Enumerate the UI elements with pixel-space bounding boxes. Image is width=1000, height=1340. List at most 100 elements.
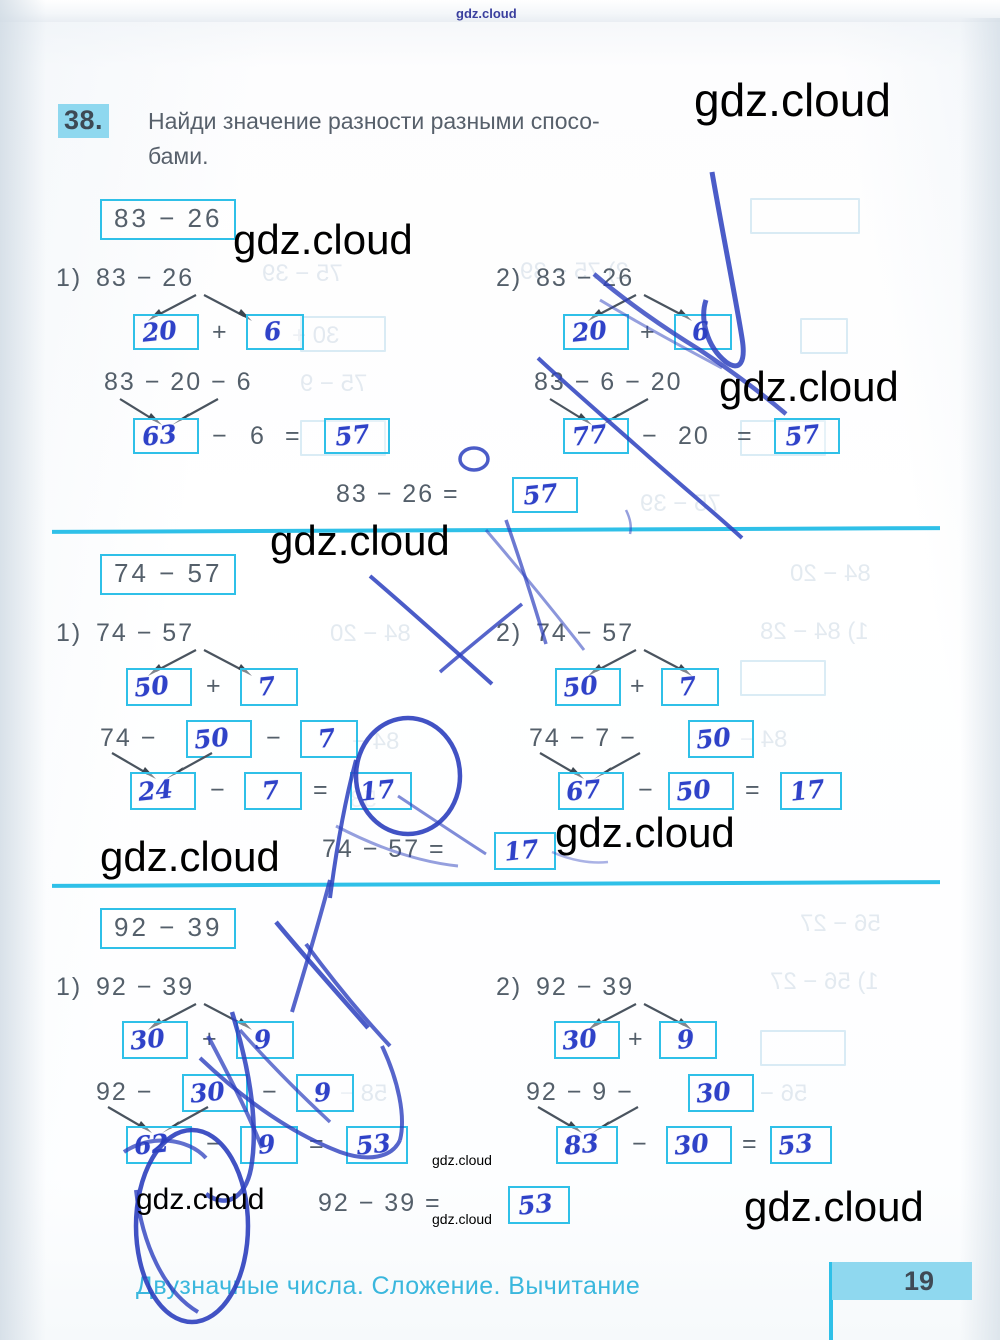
block2-col1-split-left-box[interactable] <box>126 668 192 706</box>
block1-col1-result-final: 57 <box>333 419 372 452</box>
block1-col2-plus: + <box>640 318 657 346</box>
block3-col1-index: 1) <box>56 973 83 1001</box>
block3-col1-split-left-answer: 30 <box>128 1023 167 1056</box>
block3-col1-minus: − <box>206 1130 223 1158</box>
block1-col1-split-left-answer: 20 <box>140 315 179 348</box>
block3-col2-operand-box[interactable] <box>666 1126 732 1164</box>
block3-col1-result-final: 53 <box>354 1128 393 1161</box>
block3-col2-split-right-box[interactable] <box>659 1021 717 1059</box>
block2-col2-chain-box1[interactable] <box>688 720 754 758</box>
block2-col1-operand-answer: 7 <box>260 775 281 806</box>
block2-col1-equals: = <box>313 776 330 804</box>
block2-col1-chain-box1[interactable] <box>186 720 252 758</box>
block2-col2-split-left-answer: 50 <box>561 670 600 703</box>
block3-col1-chain-box2-answer: 9 <box>312 1077 333 1108</box>
watermark-top: gdz.cloud <box>456 6 517 21</box>
block1-col1-minus: − <box>212 422 229 450</box>
block1-col2-result-final-box[interactable] <box>774 418 840 454</box>
block3-summary-answer-box[interactable] <box>508 1186 570 1224</box>
page-left-shadow <box>0 0 46 1340</box>
block-headline-3: 92 − 39 <box>100 908 237 949</box>
block1-col1-expression: 83 − 26 <box>96 264 195 292</box>
task-statement-line1: Найди значение разности разными спосо- <box>148 108 600 134</box>
block2-col2-operand-box[interactable] <box>668 772 734 810</box>
branch-arrows <box>148 294 252 321</box>
block2-col2-split-left-box[interactable] <box>555 668 621 706</box>
block3-col1-equals: = <box>309 1130 326 1158</box>
block2-col1-minus: − <box>210 776 227 804</box>
block3-col2-expression: 92 − 39 <box>536 973 635 1001</box>
block1-col2-result-first: 77 <box>570 419 609 452</box>
block2-col1-chain-box2-answer: 7 <box>316 723 337 754</box>
block2-col2-operand-answer: 50 <box>674 774 713 807</box>
block1-col1-chain: 83 − 20 − 6 <box>104 368 253 396</box>
block2-col1-index: 1) <box>56 619 83 647</box>
block1-col2-expression: 83 − 26 <box>536 264 635 292</box>
block1-col2-operand: 20 <box>678 422 710 450</box>
block1-col2-minus: − <box>642 422 659 450</box>
block1-col2-index: 2) <box>496 264 523 292</box>
block2-col1-chain-minus: − <box>266 724 283 752</box>
block2-col1-split-left-answer: 50 <box>132 670 171 703</box>
block3-summary-expression: 92 − 39 = <box>318 1189 442 1217</box>
block2-col2-index: 2) <box>496 619 523 647</box>
block2-col1-result-first: 24 <box>136 774 175 807</box>
branch-arrows <box>148 649 252 676</box>
page-right-shadow <box>960 18 1000 1340</box>
block1-col2-chain: 83 − 6 − 20 <box>534 368 683 396</box>
block3-col2-chain-prefix: 92 − 9 − <box>526 1078 634 1106</box>
block3-summary-answer: 53 <box>516 1188 555 1221</box>
block2-col1-operand-box[interactable] <box>244 772 302 810</box>
block3-col2-result-first-box[interactable] <box>556 1126 618 1164</box>
block2-col2-result-first-box[interactable] <box>558 772 624 810</box>
block3-col1-plus: + <box>202 1025 219 1053</box>
block2-col2-plus: + <box>630 672 647 700</box>
block1-col2-equals: = <box>737 422 754 450</box>
block1-col2-split-right-answer: 6 <box>690 316 711 347</box>
block1-col1-split-left-box[interactable] <box>133 314 199 350</box>
block3-col2-chain-box1[interactable] <box>688 1074 754 1112</box>
block2-col1-chain-box2[interactable] <box>300 720 358 758</box>
task-statement-line2: бами. <box>148 143 209 169</box>
block2-col2-chain-box1-answer: 50 <box>694 722 733 755</box>
block2-col1-split-right-box[interactable] <box>240 668 298 706</box>
block3-col2-plus: + <box>628 1025 645 1053</box>
block3-col1-split-right-answer: 9 <box>252 1024 273 1055</box>
block1-col1-split-right-answer: 6 <box>262 316 283 347</box>
exercise-number-badge: 38. <box>58 104 110 139</box>
block2-col2-result-final-box[interactable] <box>780 772 842 810</box>
page-number: 19 <box>903 1266 934 1296</box>
page-number-bar <box>832 1262 972 1300</box>
block3-col2-split-right-answer: 9 <box>675 1024 696 1055</box>
block1-col1-operand: 6 <box>250 422 266 450</box>
block2-col2-split-right-box[interactable] <box>661 668 719 706</box>
block1-col1-equals: = <box>285 422 302 450</box>
block3-col2-operand-answer: 30 <box>672 1128 711 1161</box>
block3-col1-split-left-box[interactable] <box>122 1021 188 1059</box>
block2-col1-split-right-answer: 7 <box>256 671 277 702</box>
block1-col1-result-first: 63 <box>140 419 179 452</box>
block1-summary-expression: 83 − 26 = <box>336 480 460 508</box>
block2-col2-result-first: 67 <box>564 774 603 807</box>
block2-col1-plus: + <box>206 672 223 700</box>
block2-col2-result-final: 17 <box>788 774 827 807</box>
block3-col2-equals: = <box>742 1130 759 1158</box>
block2-col1-result-first-box[interactable] <box>130 772 196 810</box>
block2-col1-chain-prefix: 74 − <box>100 724 158 752</box>
block1-col1-result-final-box[interactable] <box>324 418 390 454</box>
block2-col2-chain-prefix: 74 − 7 − <box>529 724 637 752</box>
block1-col1-result-first-box[interactable] <box>133 418 199 454</box>
block3-col2-result-final-box[interactable] <box>770 1126 832 1164</box>
block3-col2-result-first: 83 <box>562 1128 601 1161</box>
block2-col2-minus: − <box>638 776 655 804</box>
footer-chapter-title: Двузначные числа. Сложение. Вычитание <box>136 1272 641 1300</box>
page-top-edge <box>0 0 1000 22</box>
block2-col2-equals: = <box>745 776 762 804</box>
block2-summary-answer-box[interactable] <box>494 832 556 870</box>
branch-arrows <box>119 398 219 425</box>
block3-col2-split-left-box[interactable] <box>554 1021 620 1059</box>
block3-col2-chain-box1-answer: 30 <box>694 1076 733 1109</box>
block1-col2-split-left-answer: 20 <box>570 315 609 348</box>
block3-col2-result-final: 53 <box>776 1128 815 1161</box>
block1-col1-split-right-box[interactable] <box>246 314 304 350</box>
